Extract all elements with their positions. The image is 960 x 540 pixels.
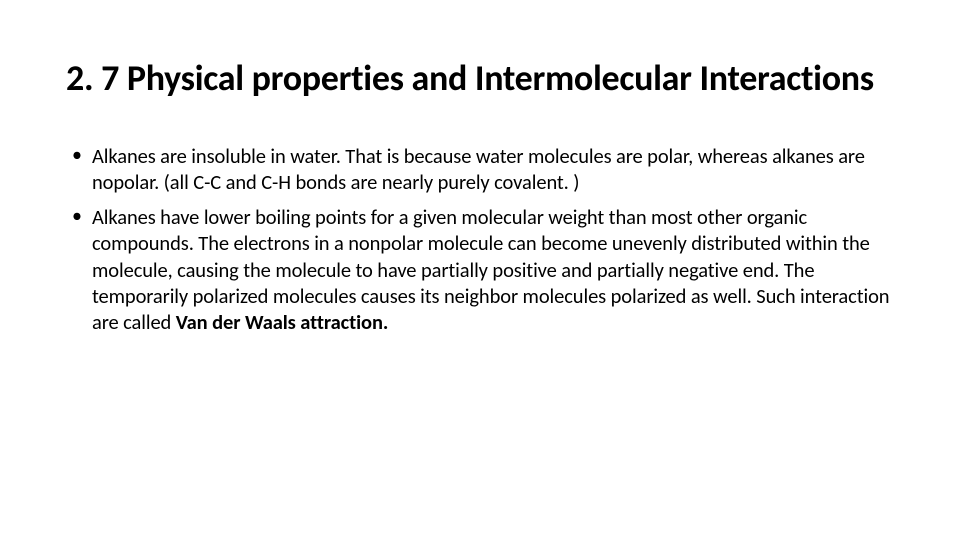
bullet-item: Alkanes are insoluble in water. That is …	[66, 143, 894, 195]
bullet-item: Alkanes have lower boiling points for a …	[66, 204, 894, 334]
slide-title: 2. 7 Physical properties and Intermolecu…	[66, 58, 894, 99]
bullet-list: Alkanes are insoluble in water. That is …	[66, 143, 894, 334]
bullet-text: Alkanes are insoluble in water. That is …	[92, 143, 865, 195]
slide-container: 2. 7 Physical properties and Intermolecu…	[0, 0, 960, 540]
bullet-text-bold: Van der Waals attraction.	[176, 309, 389, 335]
